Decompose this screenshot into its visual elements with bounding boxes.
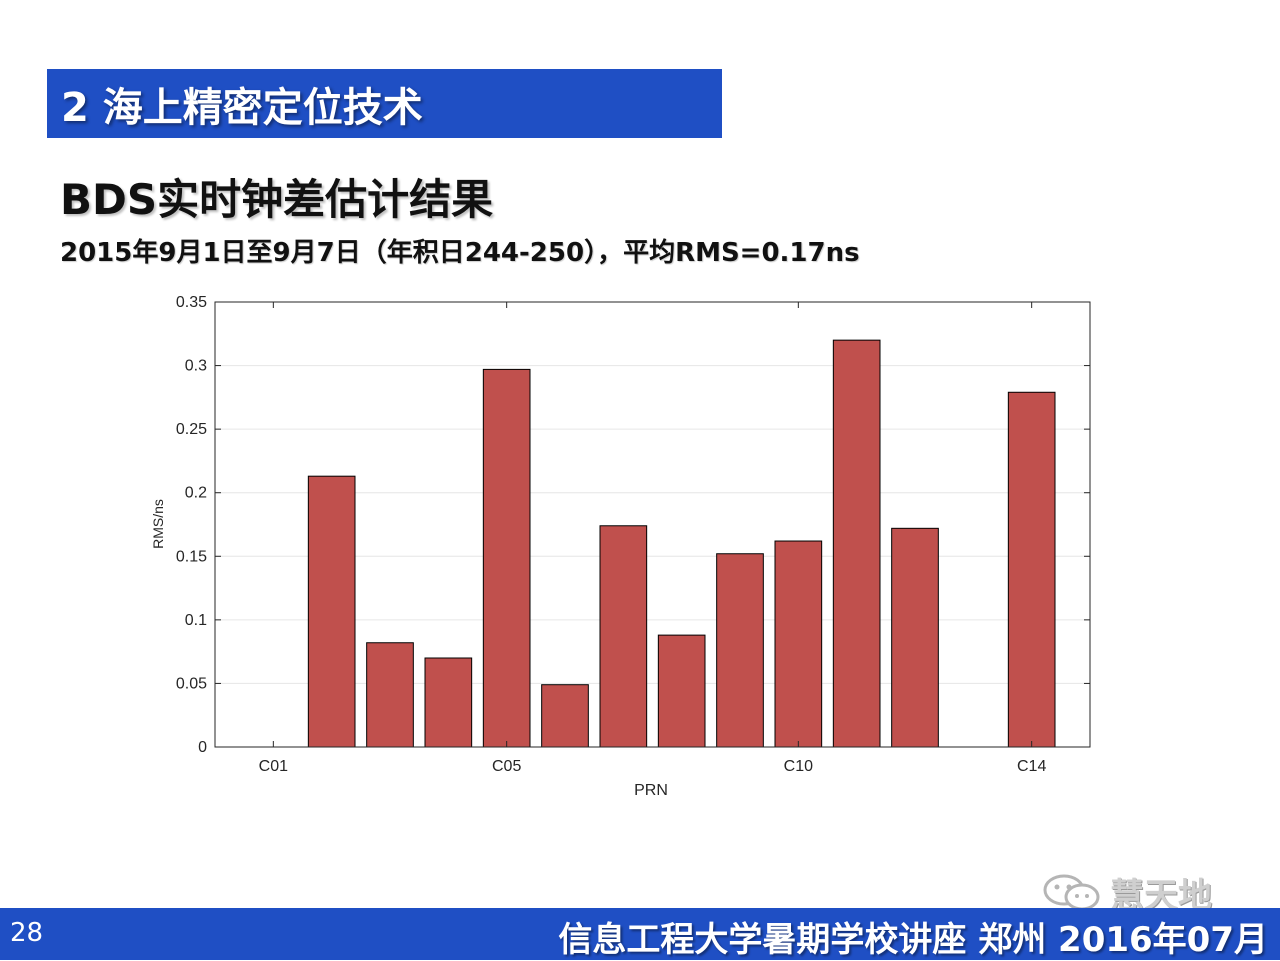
bar-C09 (716, 553, 764, 748)
x-axis-label: PRN (634, 782, 668, 799)
bar-C08 (657, 634, 706, 748)
plot-area (215, 302, 1090, 747)
bar-C06 (541, 684, 589, 748)
y-tick-label: 0.3 (185, 358, 207, 375)
bar-C11 (832, 339, 881, 748)
plot-frame (214, 301, 1091, 748)
bar-C07 (599, 525, 648, 748)
bar-C10 (774, 540, 823, 748)
bar-C14 (1007, 391, 1056, 748)
y-tick-label: 0.1 (185, 612, 207, 629)
y-tick-label: 0 (198, 739, 207, 756)
y-tick-label: 0.35 (176, 294, 207, 311)
bar-C03 (366, 642, 414, 748)
y-tick-label: 0.05 (176, 675, 207, 692)
y-tick-label: 0.2 (185, 485, 207, 502)
footer-text: 信息工程大学暑期学校讲座 郑州 2016年07月 (558, 920, 1268, 960)
y-tick-label: 0.25 (176, 421, 207, 438)
x-tick-label: C01 (259, 758, 288, 775)
bar-C02 (307, 475, 356, 748)
bars (307, 339, 1056, 748)
y-axis-label: RMS/ns (150, 499, 166, 549)
page-number: 28 (10, 918, 44, 948)
grid-lines (215, 302, 1090, 747)
x-tick-label: C05 (492, 758, 521, 775)
bar-C04 (424, 657, 473, 748)
bar-C05 (482, 368, 531, 748)
bar-C12 (891, 527, 939, 748)
slide-subtitle: 2015年9月1日至9月7日（年积日244-250），平均RMS=0.17ns (60, 238, 860, 268)
x-tick-label: C10 (784, 758, 813, 775)
section-title: 2 海上精密定位技术 (61, 84, 423, 131)
slide-title: BDS实时钟差估计结果 (60, 175, 494, 224)
axes (214, 301, 1091, 748)
wechat-icon (1043, 874, 1100, 911)
footer-bar: 28 信息工程大学暑期学校讲座 郑州 2016年07月 (0, 908, 1280, 960)
section-banner: 2 海上精密定位技术 (47, 69, 722, 138)
x-tick-label: C14 (1017, 758, 1046, 775)
tick-labels: 0 0.05 0.1 0.15 0.2 0.25 0.3 0.35 C01 C05 C10 C14 (176, 294, 1047, 775)
y-tick-label: 0.15 (176, 548, 207, 565)
